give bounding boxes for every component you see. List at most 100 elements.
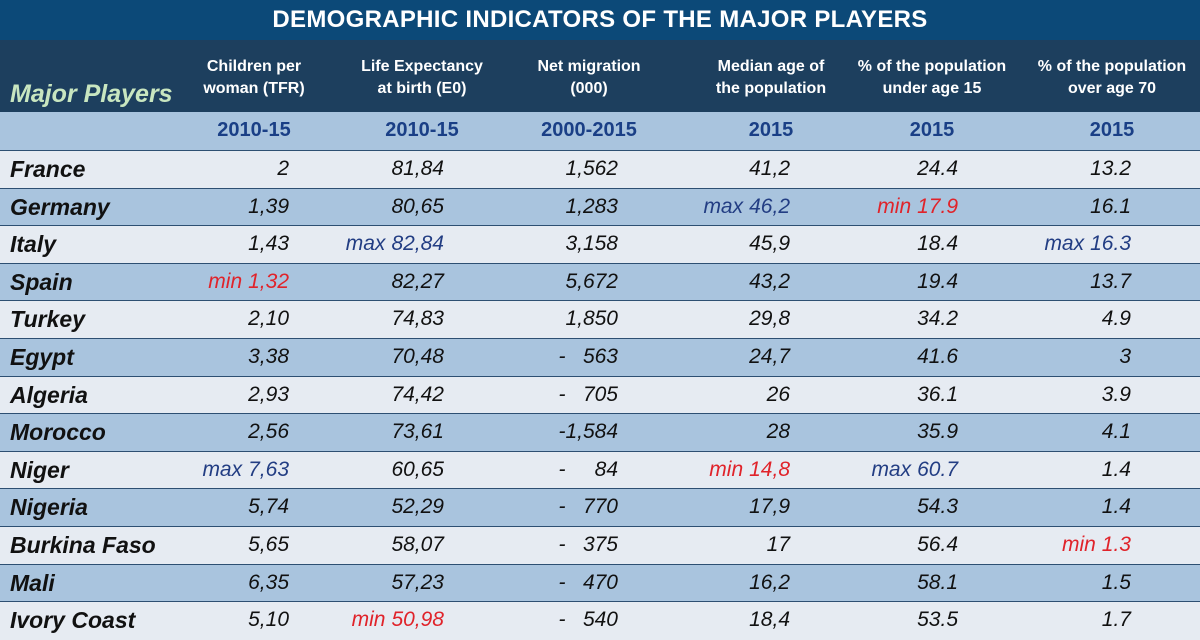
data-cell: 5,74 xyxy=(109,489,289,525)
country-name: Burkina Faso xyxy=(10,532,156,558)
cell-value: 24,7 xyxy=(749,345,790,368)
cell-value: 2 xyxy=(277,157,289,180)
cell-value: - 375 xyxy=(558,533,618,556)
data-cell: 5,10 xyxy=(109,602,289,638)
cell-value: 4.9 xyxy=(1101,307,1131,331)
data-cell: min 14,8 xyxy=(610,452,790,488)
country-name: Spain xyxy=(10,268,73,295)
cell-value: 4.1 xyxy=(1101,420,1131,444)
cell-value: 13.2 xyxy=(1090,157,1131,180)
column-header-line: Children per xyxy=(206,58,302,75)
table-row: Burkina Faso 5,65 58,07- 375 17 56.4 min 1.3 xyxy=(0,526,1200,565)
data-cell: 81,84 xyxy=(264,151,444,187)
data-cell: 2,10 xyxy=(109,301,289,337)
cell-value: 16.1 xyxy=(1090,194,1131,218)
cell-value: 3 xyxy=(1119,345,1131,368)
data-cell: 26 xyxy=(610,377,790,413)
data-cell: 4.1 xyxy=(951,414,1131,450)
data-cell: - 705 xyxy=(438,377,618,413)
min-marker: min xyxy=(208,269,243,293)
data-cell: 74,83 xyxy=(264,301,444,337)
column-header-line: Life Expectancy xyxy=(361,58,483,75)
cell-value: - 470 xyxy=(558,570,618,594)
max-marker: max xyxy=(202,457,243,481)
cell-value: 58.1 xyxy=(917,570,958,594)
cell-value: 1,43 xyxy=(248,232,289,256)
column-header-line: at birth (E0) xyxy=(377,80,467,97)
cell-value: 1.3 xyxy=(1101,533,1131,556)
country-name: Morocco xyxy=(10,419,106,446)
major-players-label: Major Players xyxy=(10,80,173,108)
column-header: Children per woman (TFR) xyxy=(164,56,344,100)
cell-value: 17,9 xyxy=(749,495,790,519)
data-cell: 16,2 xyxy=(610,565,790,601)
column-header: % of the population over age 70 xyxy=(1022,56,1200,100)
data-cell: 1,43 xyxy=(109,226,289,262)
cell-value: 5,672 xyxy=(565,269,618,293)
table-row: Egypt 3,38 70,48 - 563 24,7 41.6 3 xyxy=(0,338,1200,377)
cell-value: 41,2 xyxy=(749,157,790,180)
data-cell: - 470 xyxy=(438,565,618,601)
data-cell: 58,07 xyxy=(264,527,444,563)
data-cell: 2 xyxy=(109,151,289,187)
cell-value: 43,2 xyxy=(749,269,790,293)
cell-value: 1.5 xyxy=(1101,570,1131,594)
data-cell: min 50,98 xyxy=(264,602,444,638)
cell-value: 45,9 xyxy=(749,232,790,256)
country-name: Mali xyxy=(10,569,55,596)
cell-value: 3.9 xyxy=(1101,382,1131,406)
cell-value: 41.6 xyxy=(917,345,958,368)
cell-value: 82,84 xyxy=(391,232,444,256)
data-cell: max 46,2 xyxy=(610,189,790,225)
cell-value: 50,98 xyxy=(391,608,444,632)
table-row: Germany 1,39 80,65 1,283 max 46,2 min 17.9 16.1 xyxy=(0,187,1200,227)
column-header-line: Median age of xyxy=(717,58,825,75)
cell-value: 1.7 xyxy=(1101,608,1131,632)
data-cell: 28 xyxy=(610,414,790,450)
data-cell: min 17.9 xyxy=(778,189,958,225)
data-cell: min 1.3 xyxy=(951,527,1131,563)
cell-value: 17.9 xyxy=(917,194,958,218)
country-name: Nigeria xyxy=(10,494,88,521)
column-period: 2010-15 xyxy=(385,119,459,141)
cell-value: 16.3 xyxy=(1090,232,1131,256)
cell-value: 53.5 xyxy=(917,608,958,632)
data-cell: 36.1 xyxy=(778,377,958,413)
cell-value: 57,23 xyxy=(391,570,444,594)
data-cell: 6,35 xyxy=(109,565,289,601)
data-cell: 1.4 xyxy=(951,452,1131,488)
cell-value: 13.7 xyxy=(1090,269,1131,293)
cell-value: 3,158 xyxy=(565,232,618,256)
data-cell: 57,23 xyxy=(264,565,444,601)
country-name: Egypt xyxy=(10,344,74,370)
data-cell: 52,29 xyxy=(264,489,444,525)
data-cell: max 7,63 xyxy=(109,452,289,488)
data-cell: 80,65 xyxy=(264,189,444,225)
data-cell: 17,9 xyxy=(610,489,790,525)
data-cell: 53.5 xyxy=(778,602,958,638)
data-cell: 1.5 xyxy=(951,565,1131,601)
cell-value: 6,35 xyxy=(248,570,289,594)
cell-value: 82,27 xyxy=(391,269,444,293)
cell-value: 1,850 xyxy=(565,307,618,331)
cell-value: 52,29 xyxy=(391,495,444,519)
data-cell: 4.9 xyxy=(951,301,1131,337)
data-cell: 73,61 xyxy=(264,414,444,450)
data-cell: 43,2 xyxy=(610,264,790,300)
data-cell: 1,562 xyxy=(438,151,618,187)
data-cell: 13.2 xyxy=(951,151,1131,187)
cell-value: 14,8 xyxy=(749,457,790,481)
cell-value: 70,48 xyxy=(391,345,444,368)
cell-value: 16,2 xyxy=(749,570,790,594)
data-cell: - 84 xyxy=(438,452,618,488)
data-cell: 2,56 xyxy=(109,414,289,450)
cell-value: 5,65 xyxy=(248,533,289,556)
country-name: Algeria xyxy=(10,381,88,408)
min-marker: min xyxy=(709,457,744,481)
data-cell: 74,42 xyxy=(264,377,444,413)
data-cell: 34.2 xyxy=(778,301,958,337)
column-header-line: the population xyxy=(715,80,827,97)
data-cell: 56.4 xyxy=(778,527,958,563)
cell-value: -1,584 xyxy=(558,420,618,444)
cell-value: 7,63 xyxy=(248,457,289,481)
